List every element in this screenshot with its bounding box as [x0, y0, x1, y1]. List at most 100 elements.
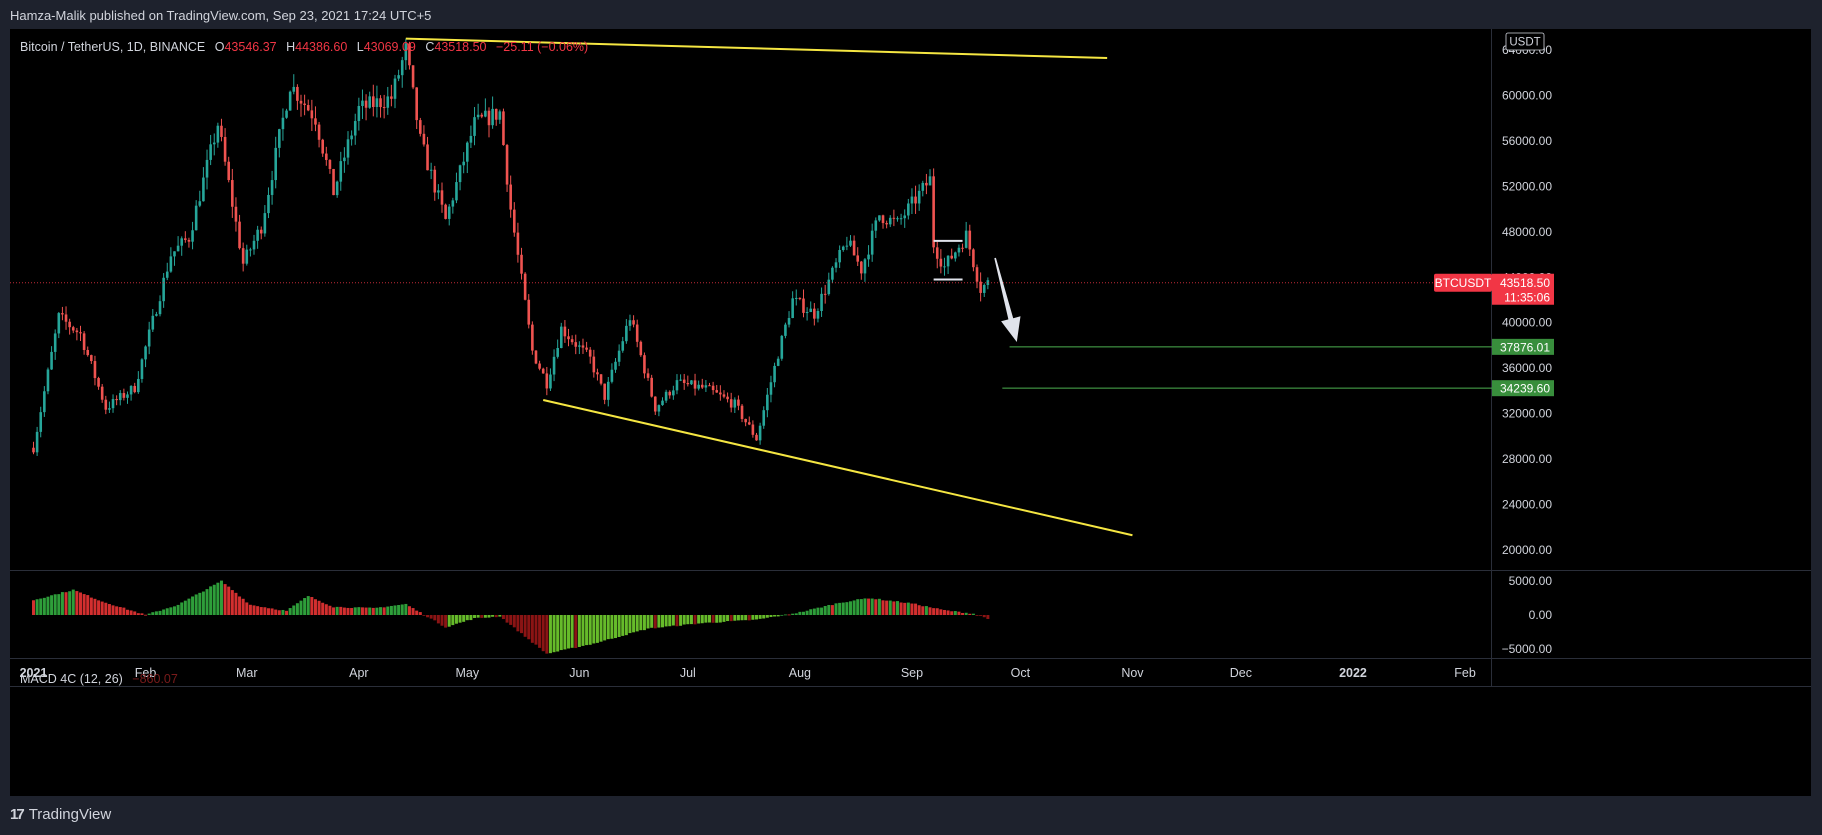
chart-frame[interactable]: [10, 29, 1811, 796]
macd-bar: [982, 615, 986, 618]
macd-bar: [722, 615, 726, 622]
candle-body: [910, 196, 914, 204]
macd-bar: [823, 606, 827, 615]
macd-bar: [783, 614, 787, 616]
candle-body: [700, 384, 704, 388]
candle-body: [961, 247, 964, 249]
tradingview-logo[interactable]: 17 TradingView: [10, 806, 111, 823]
candle-body: [249, 249, 252, 251]
macd-bar: [379, 607, 383, 615]
macd-bar: [86, 595, 90, 615]
macd-bar: [50, 595, 54, 615]
macd-bar: [848, 601, 852, 615]
macd-bar: [234, 592, 238, 615]
current-price-label: 43518.50: [1500, 276, 1550, 290]
candle-body: [82, 333, 86, 350]
candle-body: [845, 245, 849, 247]
macd-bar: [180, 602, 184, 615]
macd-bar: [368, 607, 372, 615]
macd-bar: [762, 615, 766, 619]
candle-body: [223, 136, 227, 162]
candle-body: [907, 203, 910, 216]
macd-bar: [899, 602, 903, 615]
macd-bar: [476, 615, 480, 618]
candle-body: [440, 190, 444, 205]
macd-bar: [867, 598, 871, 615]
candle-body: [335, 181, 339, 196]
time-axis-label: Sep: [901, 666, 923, 680]
candle-body: [885, 223, 888, 225]
macd-bar: [567, 615, 571, 649]
candle-body: [780, 335, 784, 359]
low-value: 43069.09: [363, 40, 416, 54]
macd-bar: [711, 615, 715, 623]
macd-bar: [491, 615, 495, 617]
candle-body: [592, 356, 596, 373]
candle-body: [310, 110, 314, 119]
candle-body: [556, 347, 559, 357]
candle-body: [932, 176, 935, 248]
candle-body: [372, 96, 375, 108]
macd-bar: [97, 600, 101, 615]
macd-bar: [642, 615, 646, 631]
candle-body: [567, 336, 570, 340]
macd-bar: [877, 598, 881, 615]
candle-body: [165, 271, 169, 278]
macd-bar: [686, 615, 690, 625]
candle-body: [856, 255, 860, 262]
macd-bar: [447, 615, 451, 627]
candle-body: [834, 262, 838, 268]
macd-bar: [751, 615, 755, 620]
candle-body: [635, 324, 639, 342]
candle-body: [610, 369, 614, 382]
macd-bar: [505, 615, 509, 623]
candle-body: [404, 43, 408, 61]
candle-body: [668, 391, 672, 396]
macd-bar: [881, 600, 885, 615]
macd-bar: [295, 603, 299, 615]
macd-bar: [350, 608, 354, 615]
macd-bar: [60, 592, 64, 615]
macd-bar: [31, 600, 35, 615]
candle-body: [737, 399, 740, 406]
time-axis-label: 2021: [20, 666, 48, 680]
price-tick-label: 28000.00: [1502, 452, 1552, 466]
candle-body: [888, 217, 892, 225]
candle-body: [632, 320, 635, 325]
macd-bar: [592, 615, 596, 644]
candle-body: [111, 399, 115, 409]
candle-body: [50, 351, 53, 370]
macd-bar: [451, 615, 455, 626]
macd-bar: [928, 607, 932, 615]
candle-body: [860, 261, 863, 274]
macd-bar: [838, 602, 842, 615]
symbol-name[interactable]: Bitcoin / TetherUS, 1D, BINANCE: [20, 40, 206, 54]
candle-body: [874, 220, 878, 231]
macd-bar: [162, 609, 166, 615]
candle-body: [621, 341, 625, 351]
candle-body: [729, 399, 733, 408]
candle-body: [129, 385, 133, 395]
candle-body: [531, 324, 534, 351]
macd-bar: [219, 580, 223, 615]
macd-bar: [194, 594, 198, 615]
candle-body: [570, 339, 574, 343]
candle-body: [419, 120, 422, 134]
candle-body: [108, 408, 111, 410]
candle-body: [46, 369, 50, 392]
candle-body: [914, 196, 917, 204]
macd-name[interactable]: MACD 4C (12, 26): [20, 672, 123, 686]
macd-bar: [888, 600, 892, 615]
macd-bar: [259, 607, 263, 615]
macd-bar: [628, 615, 632, 634]
macd-bar: [288, 608, 292, 615]
candle-body: [722, 394, 726, 397]
macd-bar: [82, 594, 86, 615]
macd-bar: [129, 610, 133, 615]
candle-body: [867, 254, 870, 260]
macd-bar: [212, 584, 216, 615]
candle-body: [599, 374, 603, 384]
price-tick-label: 36000.00: [1502, 361, 1552, 375]
candle-body: [364, 100, 368, 108]
